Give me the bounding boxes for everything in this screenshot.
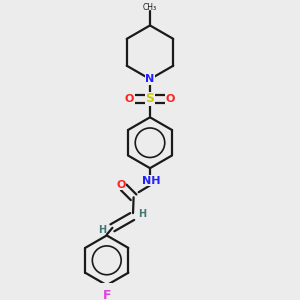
Text: NH: NH bbox=[142, 176, 161, 186]
Text: H: H bbox=[138, 209, 146, 219]
Text: CH₃: CH₃ bbox=[143, 3, 157, 12]
Text: O: O bbox=[166, 94, 175, 104]
Text: N: N bbox=[146, 74, 154, 84]
Text: F: F bbox=[103, 290, 111, 300]
Text: O: O bbox=[116, 180, 126, 190]
Text: O: O bbox=[125, 94, 134, 104]
Text: S: S bbox=[146, 92, 154, 105]
Text: H: H bbox=[98, 225, 106, 235]
